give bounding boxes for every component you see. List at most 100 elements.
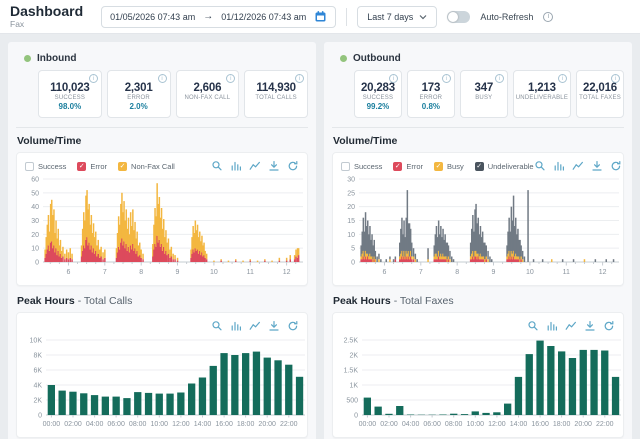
svg-text:10K: 10K bbox=[30, 338, 43, 345]
legend-item-success[interactable]: Success bbox=[25, 161, 67, 171]
line-chart-icon[interactable] bbox=[249, 320, 261, 332]
range-select[interactable]: Last 7 days bbox=[357, 5, 438, 28]
download-icon[interactable] bbox=[268, 160, 280, 172]
legend-item-busy[interactable]: ✓ Busy bbox=[434, 161, 464, 171]
svg-text:00:00: 00:00 bbox=[43, 421, 61, 428]
page-subtitle: Fax bbox=[10, 19, 25, 30]
info-icon[interactable]: i bbox=[610, 74, 620, 83]
inbound-volume-chart[interactable]: 0 10 20 30 40 50 60 6 7 8 9 10 11 12 bbox=[17, 174, 307, 283]
svg-text:06:00: 06:00 bbox=[107, 421, 125, 428]
peak-hours-title: Peak Hours - Total Faxes bbox=[333, 295, 454, 307]
legend-item-error[interactable]: ✓ Error bbox=[77, 161, 108, 171]
refresh-icon[interactable] bbox=[287, 160, 299, 172]
info-icon[interactable]: i bbox=[388, 74, 398, 83]
checkbox-icon[interactable]: ✓ bbox=[77, 161, 87, 171]
inbound-peak-chart[interactable]: 0 2K 4K 6K 8K 10K 00:00 02:00 04:00 06:00 08:00 10:… bbox=[17, 334, 307, 435]
bar-chart-icon[interactable] bbox=[546, 320, 558, 332]
legend-item-non-fax-call[interactable]: ✓ Non-Fax Call bbox=[118, 161, 175, 171]
info-icon[interactable]: i bbox=[558, 74, 568, 83]
auto-refresh-label: Auto-Refresh bbox=[480, 11, 534, 22]
svg-text:6: 6 bbox=[67, 269, 71, 276]
download-icon[interactable] bbox=[584, 320, 596, 332]
info-icon[interactable]: i bbox=[494, 74, 504, 83]
info-icon[interactable]: i bbox=[441, 74, 451, 83]
outbound-stats-row: i 20,283 SUCCESS 99.2% i 173 ERROR 0.8% … bbox=[354, 70, 624, 118]
download-icon[interactable] bbox=[268, 320, 280, 332]
stat-card-error: i 2,301 ERROR 2.0% bbox=[106, 70, 171, 118]
svg-text:7: 7 bbox=[103, 269, 107, 276]
svg-text:1K: 1K bbox=[349, 383, 358, 390]
inbound-volume-legend: Success ✓ Error ✓ Non-Fax Call bbox=[25, 161, 175, 171]
checkbox-icon[interactable] bbox=[341, 161, 350, 171]
checkbox-icon[interactable]: ✓ bbox=[393, 161, 403, 171]
zoom-icon[interactable] bbox=[211, 160, 223, 172]
refresh-icon[interactable] bbox=[603, 320, 615, 332]
legend-label: Success bbox=[38, 161, 67, 171]
svg-text:02:00: 02:00 bbox=[64, 421, 82, 428]
stat-value: 114,930 bbox=[256, 82, 296, 94]
stat-card-total-calls: i 114,930 TOTAL CALLS bbox=[244, 70, 308, 118]
outbound-volume-legend: Success ✓ Error ✓ Busy ✓ Undeliverable bbox=[341, 161, 534, 171]
checkbox-icon[interactable]: ✓ bbox=[474, 161, 484, 171]
svg-text:02:00: 02:00 bbox=[380, 421, 398, 428]
stat-value: 22,016 bbox=[583, 82, 618, 94]
download-icon[interactable] bbox=[591, 160, 603, 172]
calendar-icon[interactable] bbox=[314, 10, 327, 23]
svg-text:16:00: 16:00 bbox=[215, 421, 233, 428]
date-range-picker[interactable]: 01/05/2026 07:43 am → 01/12/2026 07:43 a… bbox=[101, 5, 337, 28]
svg-text:0: 0 bbox=[38, 413, 42, 420]
svg-text:8: 8 bbox=[455, 269, 459, 276]
svg-text:25: 25 bbox=[347, 190, 355, 197]
stat-value: 173 bbox=[421, 82, 441, 94]
legend-label: Error bbox=[90, 161, 108, 171]
stat-label: ERROR bbox=[127, 95, 150, 101]
checkbox-icon[interactable]: ✓ bbox=[118, 161, 128, 171]
status-dot bbox=[340, 54, 347, 62]
outbound-peak-chart[interactable]: 0 500 1K 1.5K 2K 2.5K 00:00 02:00 04:00 06:00 08:0… bbox=[333, 334, 623, 435]
line-chart-icon[interactable] bbox=[565, 320, 577, 332]
bar-chart-icon[interactable] bbox=[230, 160, 242, 172]
divider bbox=[332, 127, 624, 128]
line-chart-icon[interactable] bbox=[572, 160, 584, 172]
chart-toolbar bbox=[527, 320, 615, 332]
legend-item-undeliverable[interactable]: ✓ Undeliverable bbox=[474, 161, 534, 171]
svg-text:20: 20 bbox=[31, 232, 39, 239]
top-bar: Dashboard Fax 01/05/2026 07:43 am → 01/1… bbox=[0, 0, 640, 34]
svg-text:6K: 6K bbox=[33, 368, 42, 375]
stat-value: 2,301 bbox=[124, 82, 153, 94]
zoom-icon[interactable] bbox=[527, 320, 539, 332]
zoom-icon[interactable] bbox=[534, 160, 546, 172]
divider bbox=[346, 7, 348, 26]
zoom-icon[interactable] bbox=[211, 320, 223, 332]
legend-item-error[interactable]: ✓ Error bbox=[393, 161, 423, 171]
stat-card-undeliverable: i 1,213 UNDELIVERABLE bbox=[512, 70, 572, 118]
svg-text:6: 6 bbox=[383, 269, 387, 276]
info-icon[interactable]: i bbox=[88, 74, 98, 83]
bar-chart-icon[interactable] bbox=[230, 320, 242, 332]
info-icon[interactable]: i bbox=[157, 74, 167, 83]
date-to[interactable]: 01/12/2026 07:43 am bbox=[221, 11, 307, 22]
info-icon[interactable]: i bbox=[543, 11, 554, 22]
svg-text:10: 10 bbox=[526, 269, 534, 276]
info-icon[interactable]: i bbox=[226, 74, 236, 83]
outbound-volume-chart[interactable]: 0 5 10 15 20 25 30 6 7 8 9 10 11 12 bbox=[333, 174, 623, 283]
svg-text:30: 30 bbox=[31, 218, 39, 225]
refresh-icon[interactable] bbox=[610, 160, 622, 172]
date-from[interactable]: 01/05/2026 07:43 am bbox=[110, 11, 196, 22]
svg-text:500: 500 bbox=[346, 398, 358, 405]
legend-label: Non-Fax Call bbox=[131, 161, 175, 171]
bar-chart-icon[interactable] bbox=[553, 160, 565, 172]
stat-card-busy: i 347 BUSY bbox=[459, 70, 508, 118]
info-icon[interactable]: i bbox=[295, 74, 304, 83]
line-chart-icon[interactable] bbox=[249, 160, 261, 172]
svg-text:20: 20 bbox=[347, 204, 355, 211]
checkbox-icon[interactable] bbox=[25, 161, 34, 171]
auto-refresh-toggle[interactable] bbox=[447, 10, 471, 23]
checkbox-icon[interactable]: ✓ bbox=[434, 161, 444, 171]
peak-hours-title: Peak Hours - Total Calls bbox=[17, 295, 133, 307]
svg-text:16:00: 16:00 bbox=[531, 421, 549, 428]
refresh-icon[interactable] bbox=[287, 320, 299, 332]
legend-item-success[interactable]: Success bbox=[341, 161, 382, 171]
stat-value: 347 bbox=[474, 82, 494, 94]
svg-text:9: 9 bbox=[176, 269, 180, 276]
